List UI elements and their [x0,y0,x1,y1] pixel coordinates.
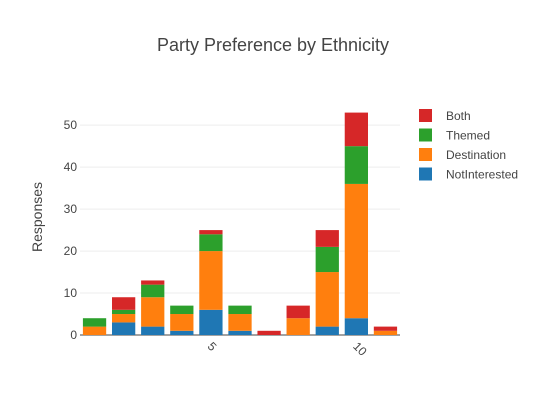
bar-themed-6[interactable] [228,305,252,315]
chart-title: Party Preference by Ethnicity [157,35,389,55]
bar-destination-2[interactable] [112,314,136,323]
legend-label: Both [446,109,471,123]
bar-themed-9[interactable] [315,246,339,273]
y-tick-label: 10 [64,286,78,300]
y-axis: 0 10 20 30 40 50 [64,118,78,342]
bar-destination-5[interactable] [199,251,223,310]
bar-themed-5[interactable] [199,234,223,252]
bar-both-8[interactable] [286,305,310,319]
bar-destination-10[interactable] [344,183,368,319]
legend-item-destination[interactable]: Destination [419,148,506,162]
x-axis: 5 10 [205,339,370,359]
y-tick-label: 20 [64,244,78,258]
bar-both-11[interactable] [373,326,398,331]
bar-notinterested-2[interactable] [112,322,136,335]
legend-item-notinterested[interactable]: NotInterested [419,167,518,182]
bar-themed-1[interactable] [82,318,107,327]
legend-swatch [419,148,432,161]
legend-label: NotInterested [446,168,518,182]
x-tick-label: 10 [350,339,370,359]
bar-destination-6[interactable] [228,314,252,331]
bar-notinterested-9[interactable] [315,326,339,335]
bar-both-2[interactable] [112,297,136,310]
bar-destination-9[interactable] [315,272,339,327]
bar-both-5[interactable] [199,230,223,235]
bar-destination-3[interactable] [141,297,165,327]
bar-both-7[interactable] [257,330,281,335]
bar-notinterested-4[interactable] [170,330,194,335]
y-tick-label: 30 [64,202,78,216]
bar-both-3[interactable] [141,280,165,285]
bar-destination-1[interactable] [82,326,107,335]
bar-both-10[interactable] [344,112,368,147]
bar-themed-10[interactable] [344,146,368,184]
legend-swatch [419,128,432,142]
y-tick-label: 40 [64,160,78,174]
legend-item-themed[interactable]: Themed [419,128,490,143]
legend-label: Themed [446,129,490,143]
bar-notinterested-10[interactable] [344,318,368,335]
y-axis-title: Responses [29,182,45,252]
legend-label: Destination [446,148,506,162]
bars [82,112,398,335]
y-tick-label: 50 [64,118,78,132]
bar-notinterested-6[interactable] [228,330,252,335]
x-tick-label: 5 [205,339,220,354]
y-tick-label: 0 [70,328,77,342]
bar-notinterested-5[interactable] [199,309,223,335]
legend-swatch [419,109,432,122]
bar-themed-3[interactable] [141,284,165,298]
bar-destination-4[interactable] [170,314,194,331]
bar-themed-4[interactable] [170,305,194,315]
legend[interactable]: Both Themed Destination NotInterested [419,109,518,182]
legend-item-both[interactable]: Both [419,109,471,123]
bar-destination-8[interactable] [286,318,310,335]
bar-notinterested-3[interactable] [141,326,165,335]
legend-swatch [419,167,432,181]
bar-both-9[interactable] [315,230,339,247]
bar-destination-11[interactable] [373,330,398,335]
bar-themed-2[interactable] [112,309,136,315]
